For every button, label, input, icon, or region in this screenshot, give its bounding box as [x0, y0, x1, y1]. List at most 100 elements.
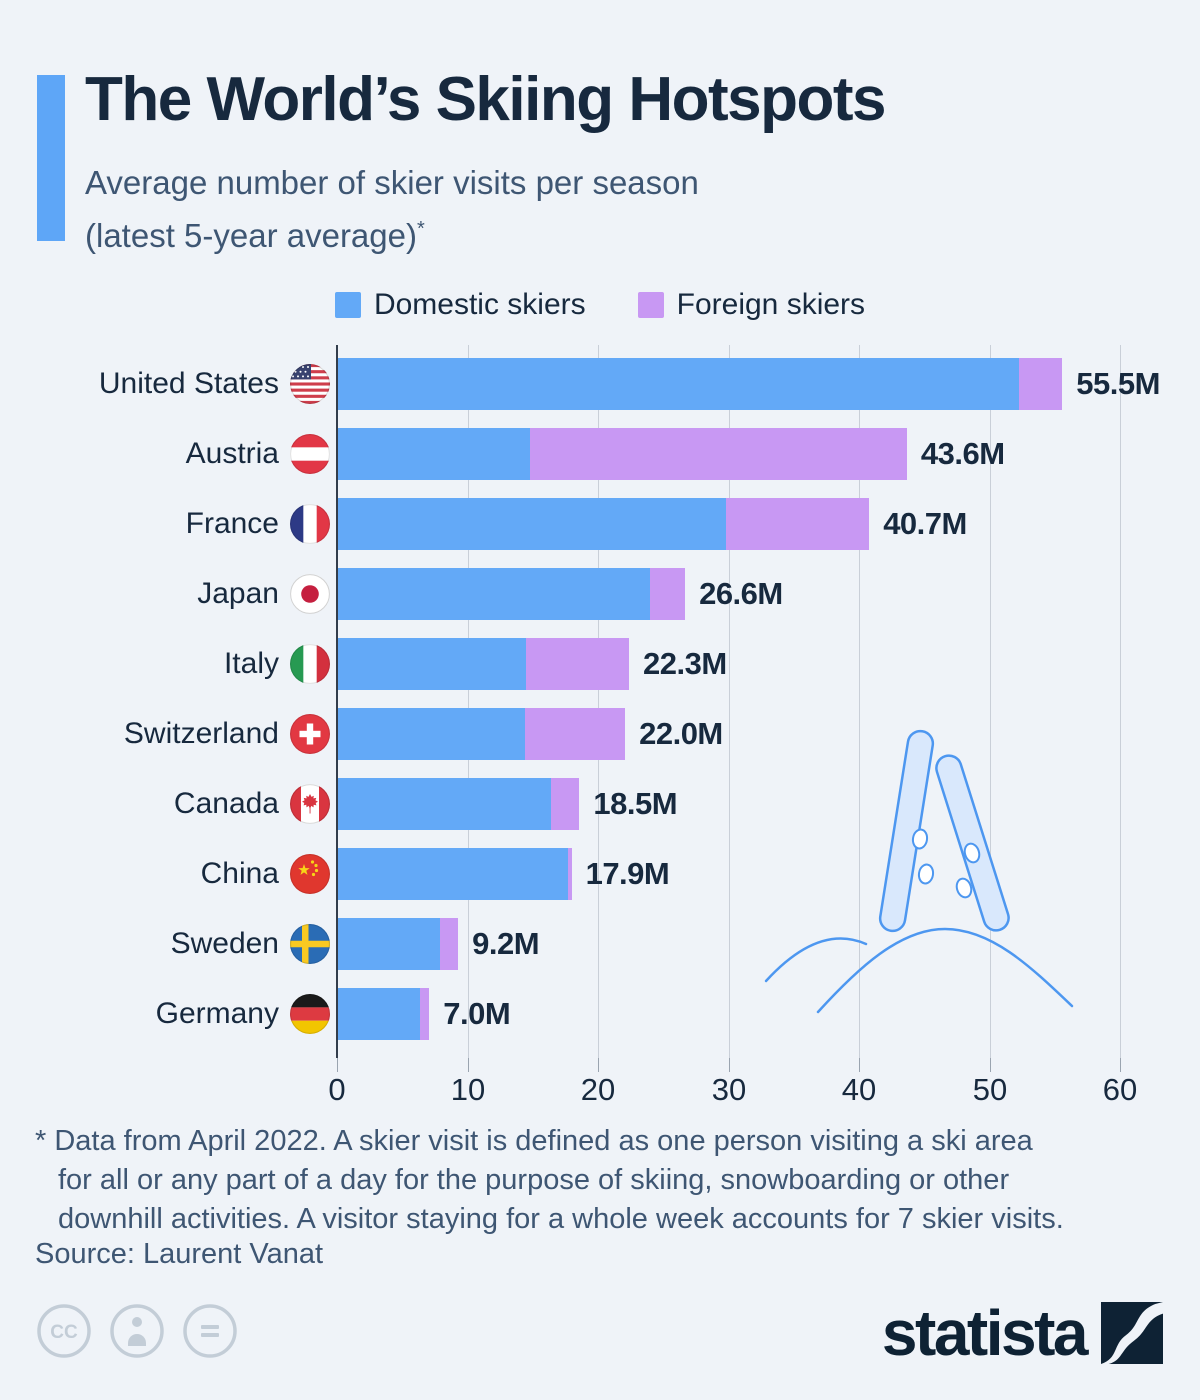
bar-foreign — [1019, 358, 1063, 410]
bar-domestic — [338, 708, 525, 760]
flag-italy-icon — [290, 644, 330, 684]
bar-domestic — [338, 778, 551, 830]
flag-switzerland-icon — [290, 714, 330, 754]
country-label: Canada — [173, 787, 279, 820]
bar-foreign — [649, 568, 686, 620]
bar-foreign — [529, 428, 907, 480]
skis-in-snow-illustration-icon — [764, 729, 1074, 1014]
bar-foreign — [524, 708, 626, 760]
bar-domestic — [338, 428, 530, 480]
gridline-20 — [598, 345, 599, 1058]
subtitle-line2: (latest 5-year average) — [85, 217, 417, 254]
bar-value-label: 7.0M — [443, 996, 511, 1031]
bar-foreign — [439, 918, 459, 970]
page-title: The World’s Skiing Hotspots — [85, 65, 886, 134]
cc-nd-equals-icon[interactable] — [182, 1303, 238, 1359]
bar-foreign — [420, 988, 430, 1040]
bar-domestic — [338, 638, 526, 690]
flag-france-icon — [290, 504, 330, 544]
bar-row-italy: Italy 22.3M — [0, 638, 1200, 690]
gridline-50 — [990, 345, 991, 1058]
bar-domestic — [338, 498, 726, 550]
x-tick-50: 50 — [972, 1072, 1008, 1107]
bar-domestic — [338, 848, 568, 900]
bar-foreign — [725, 498, 870, 550]
bar-value-label: 18.5M — [593, 786, 678, 821]
footnote-asterisk: * — [416, 218, 425, 240]
x-tick-30: 30 — [711, 1072, 747, 1107]
chart-subtitle: Average number of skier visits per seaso… — [85, 160, 699, 259]
footnote-line1: * Data from April 2022. A skier visit is… — [35, 1125, 1033, 1157]
gridline-30 — [729, 345, 730, 1058]
svg-text:CC: CC — [50, 1322, 78, 1343]
legend-label-domestic: Domestic skiers — [373, 288, 586, 321]
bar-row-sweden: Sweden 9.2M — [0, 918, 1200, 970]
gridline-40 — [859, 345, 860, 1058]
bar-foreign — [525, 638, 629, 690]
statista-logo[interactable]: statista — [882, 1296, 1163, 1370]
statista-logo-mark-icon — [1101, 1302, 1163, 1364]
bar-row-switzerland: Switzerland 22.0M — [0, 708, 1200, 760]
cc-attribution-icon[interactable] — [109, 1303, 165, 1359]
bar-value-label: 17.9M — [585, 856, 670, 891]
title-accent-bar — [37, 75, 65, 241]
y-axis-line — [336, 345, 338, 1058]
flag-china-icon — [290, 854, 330, 894]
x-tick-60: 60 — [1102, 1072, 1138, 1107]
flag-sweden-icon — [290, 924, 330, 964]
country-label: United States — [98, 367, 279, 400]
bar-foreign — [567, 848, 572, 900]
bar-row-japan: Japan 26.6M — [0, 568, 1200, 620]
country-label: France — [185, 507, 279, 540]
bar-row-canada: Canada 18.5M — [0, 778, 1200, 830]
country-label: Switzerland — [123, 717, 279, 750]
bar-row-germany: Germany 7.0M — [0, 988, 1200, 1040]
bar-domestic — [338, 358, 1020, 410]
country-label: Austria — [185, 437, 279, 470]
footnote-line3: downhill activities. A visitor staying f… — [58, 1203, 1064, 1235]
footnote: * Data from April 2022. A skier visit is… — [35, 1122, 1175, 1239]
statista-wordmark: statista — [881, 1297, 1089, 1369]
cc-license-badges: CC — [36, 1303, 238, 1359]
bar-value-label: 26.6M — [699, 576, 783, 611]
x-tick-40: 40 — [841, 1072, 877, 1107]
bar-domestic — [338, 918, 440, 970]
flag-germany-icon — [290, 994, 330, 1034]
bar-row-france: France 40.7M — [0, 498, 1200, 550]
country-label: Italy — [223, 647, 279, 680]
legend-swatch-foreign — [637, 292, 664, 318]
bar-domestic — [338, 568, 650, 620]
bar-value-label: 40.7M — [883, 506, 967, 541]
bar-domestic — [338, 988, 421, 1040]
country-label: Germany — [155, 997, 279, 1030]
chart-legend: Domestic skiers Foreign skiers — [0, 288, 1200, 322]
gridline-10 — [468, 345, 469, 1058]
bar-chart: 0 10 20 30 40 50 60 United States — [0, 345, 1200, 1135]
country-label: Sweden — [170, 927, 279, 960]
flag-austria-icon — [290, 434, 330, 474]
bar-row-china: China 17.9M — [0, 848, 1200, 900]
subtitle-line1: Average number of skier visits per seaso… — [85, 164, 699, 201]
bar-value-label: 55.5M — [1076, 366, 1160, 401]
bar-value-label: 22.0M — [639, 716, 723, 751]
bar-foreign — [550, 778, 580, 830]
bar-row-united-states: United States — [0, 358, 1200, 410]
country-label: Japan — [197, 577, 279, 610]
bar-row-austria: Austria 43.6M — [0, 428, 1200, 480]
bar-value-label: 9.2M — [472, 926, 540, 961]
flag-united-states-icon — [290, 364, 330, 404]
footnote-line2: for all or any part of a day for the pur… — [58, 1164, 1010, 1196]
legend-item-domestic: Domestic skiers — [334, 288, 586, 322]
x-tick-10: 10 — [450, 1072, 486, 1107]
country-label: China — [200, 857, 279, 890]
x-tick-20: 20 — [580, 1072, 616, 1107]
legend-item-foreign: Foreign skiers — [637, 288, 866, 322]
legend-label-foreign: Foreign skiers — [676, 288, 866, 321]
bar-value-label: 43.6M — [920, 436, 1005, 471]
x-tick-0: 0 — [328, 1072, 346, 1107]
flag-canada-icon — [290, 784, 330, 824]
gridline-60 — [1120, 345, 1121, 1058]
flag-japan-icon — [290, 574, 330, 614]
cc-license-icon[interactable]: CC — [36, 1303, 92, 1359]
